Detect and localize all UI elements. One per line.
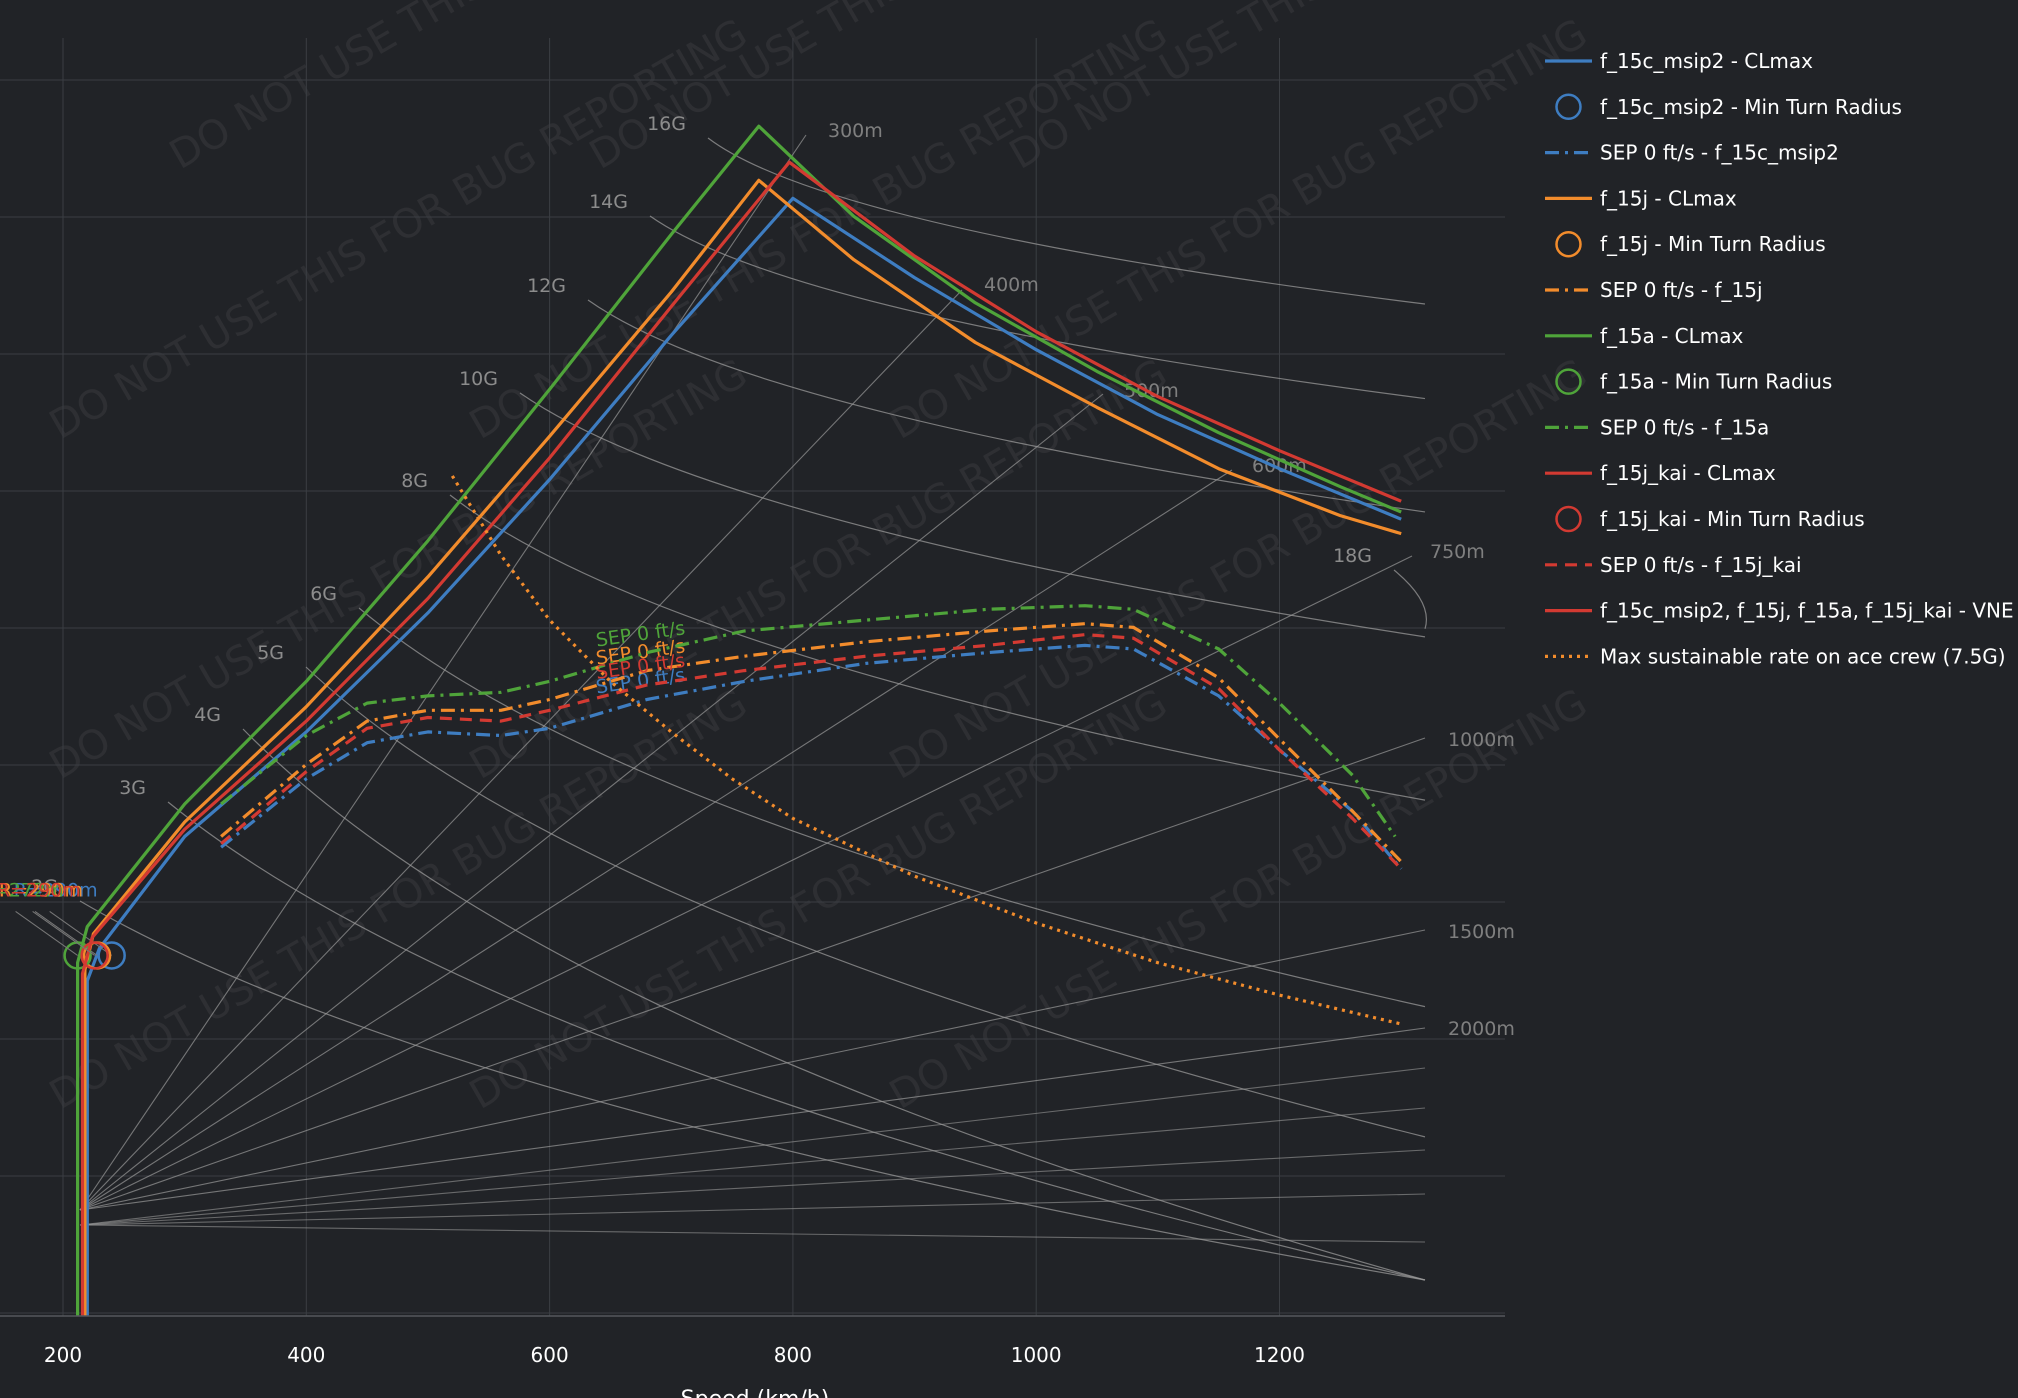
g-load-label: 18G [1333,545,1372,567]
g-load-label: 8G [401,470,428,492]
legend-label: f_15j - CLmax [1600,186,1737,210]
min-turn-radius-label: R=290m [0,879,81,901]
watermark-text: DO NOT USE THIS FOR BUG REPORTING [882,10,1595,448]
g-load-line [305,666,1426,1138]
g-load-label: 4G [194,704,221,726]
x-axis-label: Speed (km/h) [681,1387,830,1398]
x-tick-label: 1000 [1011,1343,1062,1367]
g-load-line [242,728,1426,1281]
series-line [220,643,1403,870]
turn-radius-label: 1000m [1448,729,1515,751]
x-tick-label: 800 [774,1343,812,1367]
min-turn-radius-label: R=290m [0,879,83,901]
legend-swatch-circle [1555,368,1582,395]
legend-label: SEP 0 ft/s - f_15c_msip2 [1600,141,1839,165]
g-load-line [519,392,1426,638]
turn-radius-line [79,134,807,1211]
g-load-label: 16G [647,113,686,135]
g-load-line [167,801,1426,1281]
legend-label: f_15c_msip2 - CLmax [1600,49,1813,73]
turn-radius-line [79,1107,1426,1226]
legend-label: f_15j_kai - Min Turn Radius [1600,507,1865,531]
turn-radius-line [79,469,1233,1211]
g-load-label: 3G [119,777,146,799]
turn-radius-label: 2000m [1448,1018,1515,1040]
turn-radius-line [79,1067,1426,1226]
g-load-line [1393,569,1427,629]
legend-label: f_15j_kai - CLmax [1600,461,1776,485]
min-turn-radius-marker [63,941,92,970]
g-load-label: 14G [589,191,628,213]
g-load-line [649,215,1426,400]
g-load-line [79,900,1426,1281]
turn-radius-label: 300m [828,120,883,142]
series-line [220,633,1403,871]
legend-label: f_15c_msip2, f_15j, f_15a, f_15j_kai - V… [1600,599,2014,623]
watermark-text: DO NOT USE THIS FOR BUG REPORTING [882,350,1595,788]
legend: f_15c_msip2 - CLmax f_15c_msip2 - Min Tur… [1545,49,2014,668]
watermark-text: DO NOT USE THIS FOR BUG REPORTING [462,680,1175,1118]
turn-radius-line [79,393,1104,1211]
turn-radius-line [79,1193,1426,1226]
legend-label: SEP 0 ft/s - f_15j_kai [1600,553,1802,577]
min-turn-radius-label: R=272m [0,879,64,901]
x-tick-label: 600 [531,1343,569,1367]
x-tick-label: 400 [287,1343,325,1367]
min-turn-radius-pointer [15,911,78,956]
x-tick-label: 200 [44,1343,82,1367]
min-turn-radius-pointer [32,911,95,956]
legend-label: Max sustainable rate on ace crew (7.5G) [1600,644,2006,668]
g-load-label: 5G [257,642,284,664]
series-line [83,178,1402,1316]
turn-radius-label: 750m [1430,541,1485,563]
legend-label: f_15j - Min Turn Radius [1600,232,1826,256]
g-load-line [707,137,1426,305]
legend-swatch-circle [1555,230,1582,258]
g-load-line [358,607,1426,1008]
legend-swatch-circle [1555,505,1582,533]
x-tick-label: 1200 [1254,1343,1305,1367]
g-load-line [449,494,1426,801]
g-load-line [587,299,1426,513]
g-load-label: 2G [31,876,58,898]
series-line [450,475,1402,1026]
g-load-label: 6G [310,583,337,605]
turn-radius-line [79,1224,1426,1243]
series-line [220,604,1397,838]
g-load-label: 12G [527,275,566,297]
min-turn-radius-marker [80,941,109,970]
grid-layer [0,38,1505,1316]
legend-label: SEP 0 ft/s - f_15j [1600,278,1763,302]
series-line [85,196,1402,1316]
turn-radius-label: 600m [1252,455,1307,477]
watermark-text: DO NOT USE THIS FOR BUG REPORTING [42,350,755,788]
min-turn-radius-pointer [34,911,98,956]
watermark-text: DO NOT USE THIS FOR BUG REPORTING [42,680,755,1118]
g-load-label: 10G [459,368,498,390]
legend-label: f_15a - Min Turn Radius [1600,370,1832,394]
min-turn-radius-pointer [49,911,112,956]
turn-radius-label: 400m [984,274,1039,296]
turn-radius-line [79,737,1426,1211]
turn-radius-line [79,1027,1426,1211]
turn-radius-line [79,555,1413,1211]
turn-radius-line [79,289,963,1211]
legend-label: f_15c_msip2 - Min Turn Radius [1600,95,1902,119]
axis-layer: 200 400 600 800 1000 1200 Speed (km/h) [0,1315,1505,1398]
min-turn-radius-label: R=290m [14,879,98,901]
legend-swatch-circle [1555,93,1582,121]
legend-label: SEP 0 ft/s - f_15a [1600,415,1769,439]
watermark-text: DO NOT USE THIS FOR BUG REPORTING [42,10,755,448]
series-line [76,124,1402,1316]
series-line [80,160,1402,1316]
turn-radius-line [79,1149,1426,1226]
turn-radius-line [79,929,1426,1211]
legend-label: f_15a - CLmax [1600,324,1744,348]
min-turn-radius-marker [97,941,126,970]
series-line [220,622,1403,863]
turn-radius-label: 1500m [1448,921,1515,943]
